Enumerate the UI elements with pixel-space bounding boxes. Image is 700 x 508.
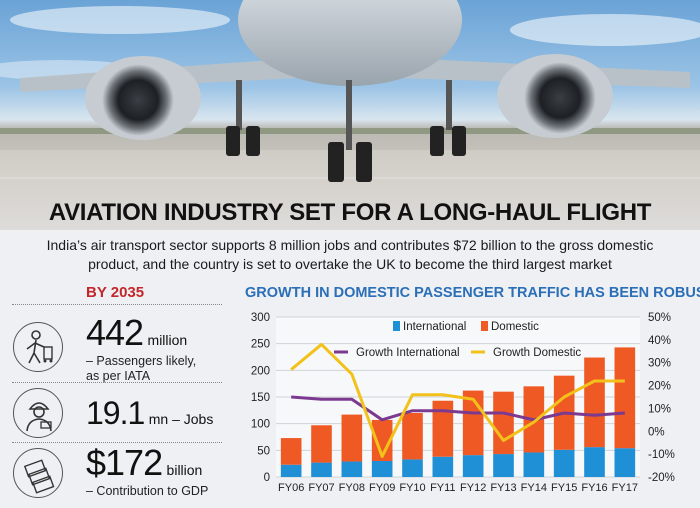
subheadline-line-1: India’s air transport sector supports 8 …: [46, 237, 654, 253]
y-tick-label-left: 0: [264, 472, 270, 484]
passenger-icon: [13, 322, 63, 372]
y-tick-label-right: 40%: [648, 335, 671, 347]
hero-photo: [0, 0, 700, 230]
bar-international: [493, 454, 514, 477]
stat-unit: billion: [166, 462, 203, 478]
stat-passengers: 442 million – Passengers likely, as per …: [86, 312, 196, 384]
bar-domestic: [432, 400, 454, 457]
bar-domestic: [280, 438, 302, 465]
bar-domestic: [341, 414, 363, 462]
y-tick-label-right: 10%: [648, 403, 671, 415]
projection-heading: BY 2035: [86, 284, 145, 301]
chart: 0 50 100 150 200 250 300 -20% -10% 0% 10% 20% 30% 40%…: [238, 305, 700, 508]
money-icon: [13, 448, 63, 498]
headline: AVIATION INDUSTRY SET FOR A LONG-HAUL FL…: [48, 199, 652, 226]
legend-label: Growth Domestic: [493, 347, 581, 359]
legend-swatch: [481, 321, 488, 331]
y-tick-label-left: 300: [251, 312, 270, 324]
legend-swatch: [393, 321, 400, 331]
bar-international: [614, 448, 636, 477]
bar-international: [432, 456, 454, 477]
x-tick-label: FY09: [369, 482, 395, 494]
chart-svg: 0 50 100 150 200 250 300 -20% -10% 0% 10% 20% 30% 40%…: [251, 312, 675, 494]
stat-value: 19.1: [86, 395, 145, 431]
legend-label: International: [403, 321, 466, 333]
subheadline-line-2: product, and the country is set to overt…: [88, 256, 612, 272]
y-tick-label-left: 200: [251, 365, 270, 377]
x-tick-label: FY16: [581, 482, 607, 494]
stat-jobs: 19.1 mn – Jobs: [86, 395, 213, 432]
line-growth-international: [291, 395, 625, 422]
worker-icon: [13, 388, 63, 438]
airplane-illustration: [0, 0, 700, 230]
bar-international: [402, 459, 423, 477]
x-tick-label: FY15: [551, 482, 577, 494]
bar-international: [462, 455, 484, 477]
bar-domestic: [614, 347, 636, 449]
x-tick-label: FY11: [430, 482, 455, 494]
stat-value: $172: [86, 442, 163, 483]
x-tick-label: FY08: [339, 482, 365, 494]
chart-title: GROWTH IN DOMESTIC PASSENGER TRAFFIC HAS…: [245, 285, 700, 301]
x-tick-label: FY14: [521, 482, 547, 494]
divider: [12, 442, 222, 443]
bar-international: [553, 449, 575, 477]
y-tick-label-right: -20%: [648, 472, 675, 484]
y-tick-label-right: 20%: [648, 381, 671, 393]
line-growth-domestic: [290, 342, 625, 458]
x-tick-label: FY06: [278, 482, 304, 494]
bar-domestic: [493, 391, 514, 455]
bar-international: [523, 452, 545, 477]
subheadline: India’s air transport sector supports 8 …: [20, 236, 680, 274]
y-tick-label-left: 100: [251, 419, 270, 431]
divider: [12, 382, 222, 383]
stat-description: – Passengers likely,: [86, 354, 197, 368]
bar-international: [371, 461, 393, 477]
stat-value: 442: [86, 312, 144, 353]
bar-domestic: [371, 419, 393, 461]
bar-international: [341, 461, 363, 477]
x-tick-label: FY12: [460, 482, 486, 494]
y-tick-label-left: 150: [251, 392, 270, 404]
bar-domestic: [584, 357, 605, 448]
x-tick-label: FY17: [612, 482, 638, 494]
stat-unit: mn – Jobs: [148, 411, 214, 427]
y-tick-label-right: -10%: [648, 449, 675, 461]
y-tick-label-right: 30%: [648, 358, 671, 370]
y-tick-label-left: 250: [251, 339, 270, 351]
x-tick-label: FY07: [308, 482, 334, 494]
bar-domestic: [402, 413, 423, 460]
stat-description: as per IATA: [86, 369, 151, 383]
bar-international: [280, 464, 302, 477]
x-tick-label: FY10: [399, 482, 425, 494]
legend-label: Growth International: [356, 347, 460, 359]
y-tick-label-right: 50%: [648, 312, 671, 324]
stat-unit: million: [147, 332, 188, 348]
divider: [12, 304, 222, 305]
legend-label: Domestic: [491, 321, 539, 333]
stat-description: – Contribution to GDP: [86, 484, 209, 498]
bar-domestic: [311, 425, 332, 463]
y-tick-label-left: 50: [257, 445, 270, 457]
x-tick-label: FY13: [490, 482, 516, 494]
bar-international: [584, 447, 605, 477]
projection-panel: BY 2035 442 million – Passengers likely,…: [0, 282, 228, 503]
y-tick-label-right: 0%: [648, 426, 665, 438]
stat-gdp: $172 billion – Contribution to GDP: [86, 442, 208, 499]
bar-international: [311, 462, 332, 477]
